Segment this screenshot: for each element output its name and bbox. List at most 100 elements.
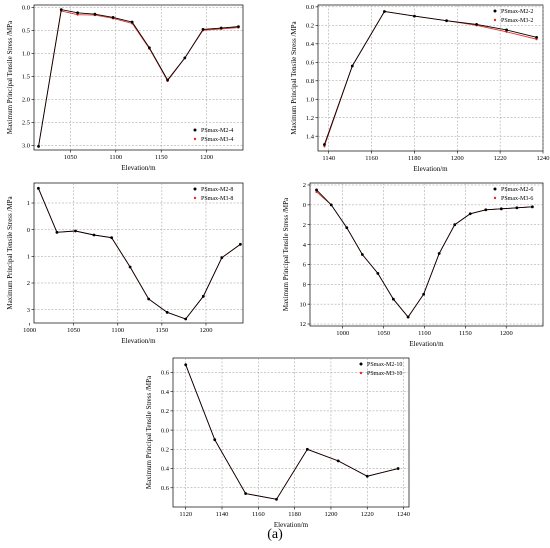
x-tick-label: 1140: [322, 155, 335, 162]
x-tick-label: 1140: [216, 511, 229, 518]
legend-label: PSmax-M2-6: [501, 187, 533, 193]
legend-label: PSmax-M3-2: [501, 18, 533, 24]
data-point-PSmax-M2-6: [468, 212, 472, 216]
x-axis-label: Elevation/m: [121, 164, 156, 172]
x-tick-label: 1000: [23, 327, 36, 334]
x-tick-label: 1050: [64, 154, 77, 161]
data-point-PSmax-M2-8: [55, 230, 59, 234]
data-point-PSmax-M2-2: [535, 35, 538, 39]
data-point-PSmax-M2-4: [59, 8, 63, 12]
data-point-PSmax-M2-6: [499, 207, 503, 211]
data-point-PSmax-M2-10: [336, 459, 340, 463]
x-tick-label: 1100: [109, 154, 122, 161]
x-axis-label: Elevation/m: [413, 165, 448, 173]
legend-label: PSmax-M3-4: [201, 137, 233, 143]
y-tick-label: 0: [27, 227, 30, 234]
data-point-PSmax-M2-4: [219, 26, 223, 30]
y-tick-label: 1: [27, 200, 30, 207]
y-axis-label: Maximum Principal Tensile Stress /MPa: [6, 195, 14, 309]
chart-panel-1: [31, 4, 244, 153]
plot-frame: [317, 4, 544, 152]
data-point-PSmax-M3-2: [323, 145, 326, 148]
y-axis-label: Maximum Principal Tensile Stress /MPa: [6, 20, 14, 134]
data-point-PSmax-M2-2: [350, 64, 354, 68]
y-tick-label: 1.5: [22, 74, 30, 81]
x-tick-label: 1240: [397, 511, 410, 518]
y-tick-label: 0.4: [306, 41, 315, 48]
data-point-PSmax-M2-2: [475, 23, 478, 26]
y-tick-label: 0: [303, 202, 306, 209]
legend-marker: [193, 187, 197, 191]
data-point-PSmax-M2-10: [365, 474, 369, 478]
figure-caption: (a): [267, 527, 283, 542]
y-tick-label: 1.4: [306, 133, 315, 140]
data-point-PSmax-M2-6: [515, 206, 519, 210]
x-tick-label: 1100: [111, 327, 124, 334]
data-point-PSmax-M3-2: [535, 38, 538, 41]
data-point-PSmax-M2-8: [92, 233, 96, 237]
legend-marker: [193, 128, 197, 132]
y-tick-label: 0.8: [306, 78, 314, 85]
legend-label: PSmax-M3-10: [367, 371, 402, 377]
plot-frame: [309, 182, 544, 327]
legend-label: PSmax-M2-10: [367, 362, 402, 368]
chart-panel-2: [315, 4, 544, 154]
data-point-PSmax-M2-6: [329, 203, 333, 207]
y-tick-label: 1.2: [306, 115, 314, 122]
data-point-PSmax-M3-2: [505, 30, 508, 33]
y-tick-label: 2.5: [22, 120, 30, 127]
data-point-PSmax-M2-6: [345, 226, 349, 230]
data-point-PSmax-M2-2: [413, 14, 416, 18]
chart-panel-3: [29, 182, 244, 326]
x-tick-label: 1240: [537, 155, 550, 162]
series-line-PSmax-M3-4: [38, 10, 239, 147]
plot-frame: [33, 4, 244, 151]
data-point-PSmax-M2-4: [148, 46, 151, 50]
x-tick-label: 1150: [459, 330, 472, 337]
data-point-PSmax-M2-8: [238, 242, 242, 246]
data-point-PSmax-M2-8: [220, 256, 224, 260]
y-tick-label: 0.2: [161, 408, 169, 415]
legend-marker: [493, 196, 497, 200]
data-point-PSmax-M2-10: [213, 438, 217, 442]
y-axis-label: Maximum Principal Tensile Stress /MPa: [290, 20, 298, 134]
x-tick-label: 1220: [494, 155, 507, 162]
y-axis-label: Maximum Principal Tensile Stress /MPa: [282, 197, 290, 311]
legend-label: PSmax-M2-8: [201, 187, 233, 193]
x-tick-label: 1160: [365, 155, 378, 162]
data-point-PSmax-M3-4: [76, 13, 79, 16]
y-tick-label: 2.0: [22, 97, 30, 104]
chart-panel-5: [170, 357, 410, 510]
y-tick-label: 0.4: [161, 466, 170, 473]
y-tick-label: 0.0: [161, 427, 169, 434]
x-tick-label: 1120: [179, 511, 192, 518]
x-tick-label: 1200: [200, 154, 213, 161]
y-axis-label: Maximum Principal Tensile Stress /MPa: [145, 375, 153, 489]
series-line-PSmax-M2-2: [324, 10, 537, 145]
legend-marker: [193, 137, 197, 141]
y-tick-label: 3.0: [22, 143, 30, 150]
data-point-PSmax-M3-6: [315, 190, 318, 194]
data-point-PSmax-M2-8: [74, 229, 77, 233]
legend-label: PSmax-M2-2: [501, 9, 533, 15]
x-axis-label: Elevation/m: [409, 340, 444, 348]
legend-marker: [493, 18, 497, 22]
y-tick-label: 1.0: [306, 96, 314, 103]
y-tick-label: 0.6: [306, 59, 315, 66]
x-axis-label: Elevation/m: [121, 337, 156, 345]
data-point-PSmax-M2-6: [422, 292, 426, 296]
data-point-PSmax-M2-4: [130, 20, 134, 24]
data-point-PSmax-M2-4: [183, 56, 187, 60]
data-point-PSmax-M2-8: [147, 297, 151, 301]
y-tick-label: 4: [303, 242, 307, 249]
data-point-PSmax-M2-8: [201, 294, 205, 298]
data-point-PSmax-M2-6: [315, 188, 318, 192]
data-point-PSmax-M2-8: [184, 317, 188, 321]
data-point-PSmax-M2-4: [201, 27, 205, 31]
data-point-PSmax-M2-8: [37, 186, 40, 190]
y-tick-label: 0.2: [161, 447, 169, 454]
data-point-PSmax-M2-10: [184, 363, 188, 367]
x-tick-label: 1150: [155, 154, 168, 161]
y-tick-label: 2: [27, 280, 30, 287]
